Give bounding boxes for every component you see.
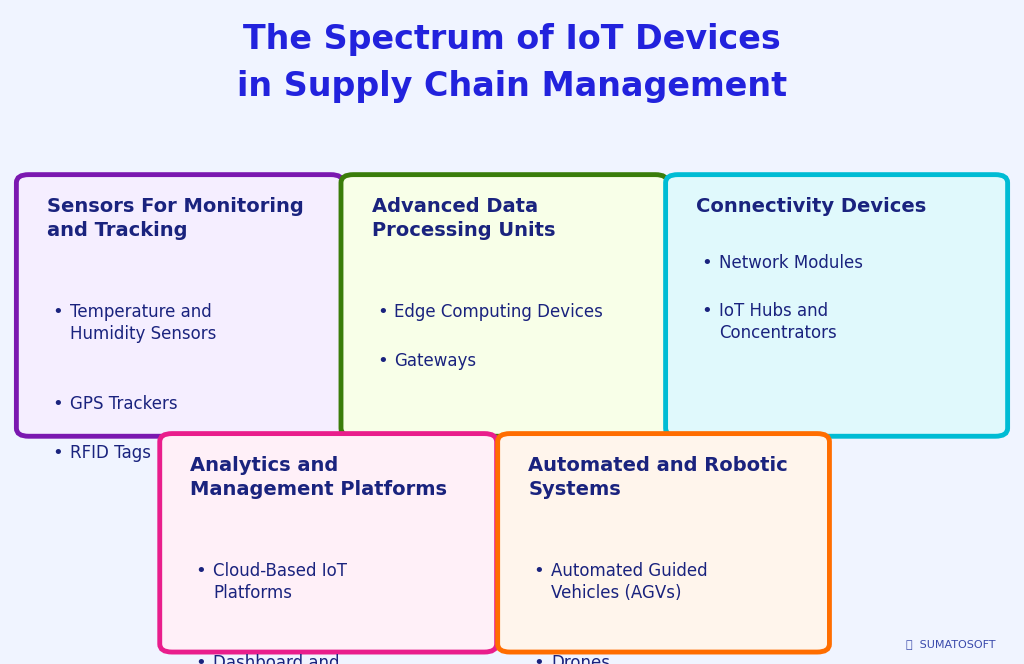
Text: •: • bbox=[701, 302, 712, 320]
Text: IoT Hubs and
Concentrators: IoT Hubs and Concentrators bbox=[719, 302, 837, 341]
Text: Network Modules: Network Modules bbox=[719, 254, 863, 272]
Text: Dashboard and
Visualization Tools: Dashboard and Visualization Tools bbox=[213, 654, 365, 664]
Text: The Spectrum of IoT Devices: The Spectrum of IoT Devices bbox=[243, 23, 781, 56]
Text: in Supply Chain Management: in Supply Chain Management bbox=[237, 70, 787, 103]
Text: Advanced Data
Processing Units: Advanced Data Processing Units bbox=[372, 197, 555, 240]
Text: •: • bbox=[52, 444, 62, 461]
FancyBboxPatch shape bbox=[666, 175, 1008, 436]
Text: Drones: Drones bbox=[551, 654, 610, 664]
Text: Connectivity Devices: Connectivity Devices bbox=[696, 197, 927, 216]
Text: Automated Guided
Vehicles (AGVs): Automated Guided Vehicles (AGVs) bbox=[551, 562, 708, 602]
Text: •: • bbox=[377, 303, 387, 321]
Text: •: • bbox=[196, 654, 206, 664]
Text: Analytics and
Management Platforms: Analytics and Management Platforms bbox=[190, 456, 447, 499]
Text: •: • bbox=[377, 352, 387, 370]
Text: RFID Tags: RFID Tags bbox=[70, 444, 151, 461]
Text: •: • bbox=[701, 254, 712, 272]
Text: Sensors For Monitoring
and Tracking: Sensors For Monitoring and Tracking bbox=[47, 197, 304, 240]
Text: GPS Trackers: GPS Trackers bbox=[70, 395, 177, 413]
Text: Automated and Robotic
Systems: Automated and Robotic Systems bbox=[528, 456, 788, 499]
Text: •: • bbox=[196, 562, 206, 580]
FancyBboxPatch shape bbox=[16, 175, 343, 436]
Text: •: • bbox=[534, 654, 544, 664]
FancyBboxPatch shape bbox=[341, 175, 668, 436]
FancyBboxPatch shape bbox=[498, 434, 829, 652]
Text: Edge Computing Devices: Edge Computing Devices bbox=[394, 303, 603, 321]
Text: ⓢ  SUMATOSOFT: ⓢ SUMATOSOFT bbox=[906, 639, 995, 649]
Text: Temperature and
Humidity Sensors: Temperature and Humidity Sensors bbox=[70, 303, 216, 343]
Text: Gateways: Gateways bbox=[394, 352, 476, 370]
Text: •: • bbox=[52, 395, 62, 413]
Text: Cloud-Based IoT
Platforms: Cloud-Based IoT Platforms bbox=[213, 562, 347, 602]
FancyBboxPatch shape bbox=[160, 434, 497, 652]
Text: •: • bbox=[534, 562, 544, 580]
Text: •: • bbox=[52, 303, 62, 321]
